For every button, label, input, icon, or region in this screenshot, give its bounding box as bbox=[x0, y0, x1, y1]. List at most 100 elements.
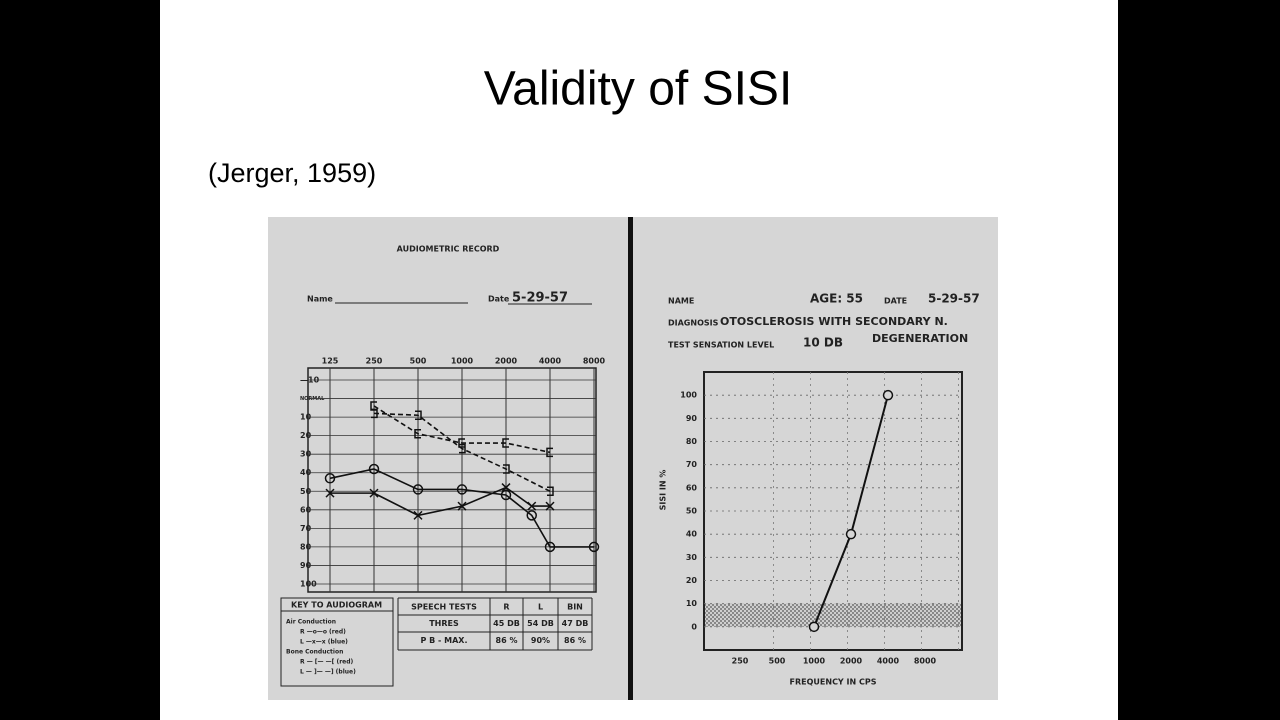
x-tick-label: 125 bbox=[322, 357, 339, 366]
marker bbox=[413, 510, 423, 520]
x-tick-label: 250 bbox=[366, 357, 383, 366]
table-header: L bbox=[538, 603, 543, 612]
scanned-figure: AUDIOMETRIC RECORD Name Date 5-29-57 SPE… bbox=[268, 217, 998, 700]
y-tick-label: 90 bbox=[686, 414, 698, 423]
marker bbox=[456, 484, 468, 495]
series-line bbox=[373, 412, 551, 492]
x-tick-label: 8000 bbox=[583, 357, 606, 366]
citation: (Jerger, 1959) bbox=[208, 158, 376, 188]
diagnosis-label: DIAGNOSIS bbox=[668, 319, 719, 328]
audiogram-frame bbox=[307, 367, 597, 593]
sisi-date: 5-29-57 bbox=[928, 292, 980, 306]
x-tick-label: 1000 bbox=[803, 657, 826, 666]
marker bbox=[459, 443, 466, 454]
sisi-y-label: SISI IN % bbox=[659, 470, 668, 511]
name-label: Name bbox=[307, 295, 333, 304]
table-cell: 47 DB bbox=[562, 619, 589, 628]
marker bbox=[501, 483, 511, 493]
key-text: KEY TO AUDIOGRAM bbox=[291, 601, 382, 610]
x-tick-label: 2000 bbox=[495, 357, 518, 366]
speech-table: SPEECH TESTS R L BIN THRES 45 DB 54 DB 47 DB P B… bbox=[397, 597, 593, 651]
y-tick-label: 0 bbox=[691, 622, 697, 631]
table-cell: 86 % bbox=[564, 636, 586, 645]
shaded-band bbox=[705, 603, 961, 627]
marker bbox=[502, 438, 509, 448]
age: AGE: 55 bbox=[810, 292, 863, 306]
audiogram-title: AUDIOMETRIC RECORD bbox=[397, 245, 500, 254]
level-label: TEST SENSATION LEVEL bbox=[668, 341, 774, 350]
marker bbox=[457, 501, 467, 511]
y-tick-label: 40 bbox=[686, 530, 698, 539]
key-box bbox=[280, 597, 394, 687]
key-text: L — ]— —] (blue) bbox=[300, 669, 356, 676]
marker bbox=[546, 447, 553, 458]
key-text: Bone Conduction bbox=[286, 649, 343, 656]
key-text: R —o—o (red) bbox=[300, 629, 346, 636]
marker bbox=[526, 510, 537, 521]
marker bbox=[325, 488, 335, 498]
marker bbox=[414, 429, 421, 439]
sisi-name-label: NAME bbox=[668, 297, 694, 306]
table-cell: 54 DB bbox=[527, 619, 554, 628]
y-tick-label: 50 bbox=[300, 487, 312, 496]
y-tick-label: 70 bbox=[300, 524, 312, 533]
marker bbox=[458, 438, 465, 448]
x-tick-label: 1000 bbox=[451, 357, 474, 366]
marker bbox=[368, 463, 380, 475]
y-tick-label: 50 bbox=[686, 507, 698, 516]
marker bbox=[527, 501, 537, 511]
x-tick-label: 500 bbox=[410, 357, 427, 366]
slide-title: Validity of SISI bbox=[484, 63, 793, 116]
date: 5-29-57 bbox=[512, 291, 568, 306]
y-tick-label: 20 bbox=[686, 576, 698, 585]
series-line bbox=[373, 405, 551, 454]
x-tick-label: 4000 bbox=[539, 357, 562, 366]
x-tick-label: 4000 bbox=[877, 657, 900, 666]
diagnosis: OTOSCLEROSIS WITH SECONDARY N. bbox=[720, 315, 948, 328]
series-line bbox=[329, 468, 594, 548]
marker bbox=[808, 621, 820, 633]
table-cell: THRES bbox=[429, 619, 459, 628]
y-tick-label: 60 bbox=[686, 483, 698, 492]
marker bbox=[371, 408, 378, 419]
y-tick-label: 60 bbox=[300, 505, 312, 514]
marker bbox=[369, 488, 379, 498]
table-cell: 90% bbox=[531, 636, 550, 645]
marker bbox=[545, 501, 555, 511]
y-tick-label: 30 bbox=[686, 553, 698, 562]
x-tick-label: 2000 bbox=[840, 657, 863, 666]
marker bbox=[500, 489, 512, 501]
table-cell: P B - MAX. bbox=[421, 636, 468, 645]
marker bbox=[412, 484, 424, 495]
x-tick-label: 8000 bbox=[914, 657, 937, 666]
y-tick-label: 80 bbox=[686, 437, 698, 446]
sisi-date-label: DATE bbox=[884, 297, 907, 306]
x-tick-label: 250 bbox=[732, 657, 749, 666]
x-tick-label: 500 bbox=[769, 657, 786, 666]
sisi-x-label: FREQUENCY IN CPS bbox=[790, 678, 877, 687]
date-label: Date bbox=[488, 295, 510, 304]
marker bbox=[324, 473, 336, 484]
marker bbox=[845, 528, 857, 540]
y-tick-label: 20 bbox=[300, 431, 312, 440]
marker bbox=[588, 541, 600, 553]
table-cell: 86 % bbox=[496, 636, 518, 645]
marker bbox=[415, 410, 422, 420]
diagnosis-continued: DEGENERATION bbox=[872, 332, 968, 345]
page-divider bbox=[628, 217, 633, 700]
marker bbox=[882, 389, 894, 401]
marker bbox=[544, 541, 556, 553]
y-tick-label: 40 bbox=[300, 468, 312, 477]
key-text: Air Conduction bbox=[286, 619, 336, 626]
y-tick-label: 30 bbox=[300, 450, 312, 459]
level: 10 DB bbox=[803, 336, 843, 350]
y-tick-label: NORMAL bbox=[300, 396, 325, 402]
y-tick-label: 70 bbox=[686, 460, 698, 469]
marker bbox=[547, 486, 554, 497]
table-header: R bbox=[503, 603, 509, 612]
table-header: BIN bbox=[567, 603, 583, 612]
table-header: SPEECH TESTS bbox=[411, 603, 477, 612]
y-tick-label: 90 bbox=[300, 561, 312, 570]
